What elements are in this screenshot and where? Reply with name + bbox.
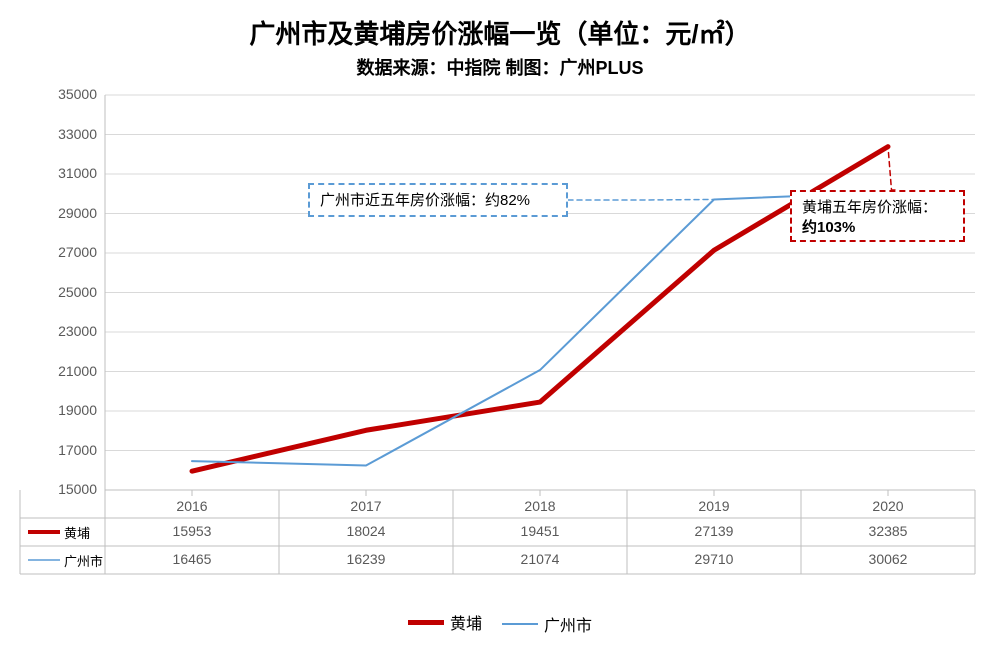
y-tick-label: 17000 (58, 442, 97, 458)
callout-hp_callout: 黄埔五年房价涨幅：约103% (790, 190, 965, 242)
y-tick-label: 19000 (58, 402, 97, 418)
y-tick-label: 23000 (58, 323, 97, 339)
table-cell: 29710 (695, 551, 734, 567)
table-cell: 16239 (347, 551, 386, 567)
y-tick-label: 15000 (58, 481, 97, 497)
table-cell: 16465 (173, 551, 212, 567)
callout-leader-gz_callout (568, 199, 714, 200)
table-cell: 21074 (521, 551, 560, 567)
table-cell: 32385 (869, 523, 908, 539)
x-tick-label: 2019 (698, 498, 729, 514)
series-line-guangzhou (192, 193, 888, 466)
table-cell: 30062 (869, 551, 908, 567)
y-tick-label: 29000 (58, 205, 97, 221)
legend-item-huangpu: 黄埔 (408, 610, 482, 634)
y-tick-label: 35000 (58, 86, 97, 102)
table-row-label-guangzhou: 广州市 (64, 551, 103, 570)
callout-leader-hp_callout (888, 147, 895, 190)
x-tick-label: 2016 (176, 498, 207, 514)
x-tick-label: 2017 (350, 498, 381, 514)
legend: 黄埔广州市 (0, 610, 1000, 636)
y-tick-label: 33000 (58, 126, 97, 142)
x-tick-label: 2018 (524, 498, 555, 514)
chart-svg (0, 0, 1000, 651)
table-row-label-huangpu: 黄埔 (64, 523, 90, 542)
x-tick-label: 2020 (872, 498, 903, 514)
y-tick-label: 25000 (58, 284, 97, 300)
table-cell: 18024 (347, 523, 386, 539)
table-cell: 19451 (521, 523, 560, 539)
legend-item-guangzhou: 广州市 (502, 612, 592, 636)
y-tick-label: 31000 (58, 165, 97, 181)
table-cell: 27139 (695, 523, 734, 539)
y-tick-label: 27000 (58, 244, 97, 260)
table-cell: 15953 (173, 523, 212, 539)
y-tick-label: 21000 (58, 363, 97, 379)
callout-gz_callout: 广州市近五年房价涨幅：约82% (308, 183, 568, 217)
